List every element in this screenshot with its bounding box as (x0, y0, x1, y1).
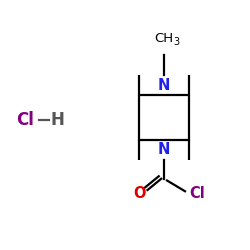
Text: 3: 3 (174, 37, 180, 47)
Text: CH: CH (154, 32, 173, 45)
Text: Cl: Cl (16, 111, 34, 129)
Text: O: O (134, 186, 146, 200)
Text: H: H (50, 111, 64, 129)
Text: N: N (158, 142, 170, 158)
Text: Cl: Cl (190, 186, 205, 202)
Text: N: N (158, 78, 170, 92)
